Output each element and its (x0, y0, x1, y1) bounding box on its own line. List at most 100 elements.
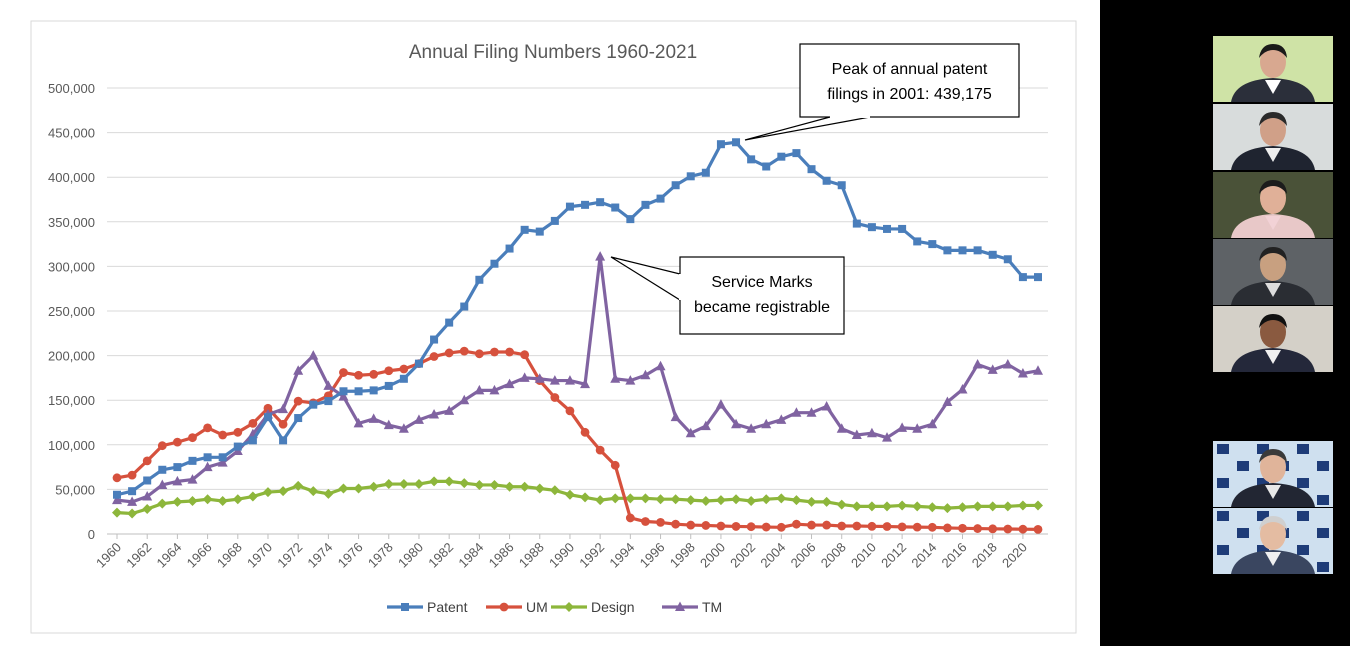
participant-face (1260, 451, 1286, 483)
data-point (1034, 273, 1042, 282)
participant-face (1260, 114, 1286, 146)
data-point (233, 442, 242, 451)
data-point (927, 418, 938, 429)
participant-video-tile[interactable] (1213, 239, 1333, 305)
data-point (459, 478, 470, 489)
participant-video-tile[interactable] (1213, 508, 1333, 574)
data-point (806, 496, 817, 507)
data-point (444, 348, 454, 358)
data-point (127, 496, 138, 506)
data-point (474, 479, 485, 490)
data-point (611, 203, 620, 212)
data-point (776, 522, 786, 532)
data-point (807, 165, 816, 174)
callout-text: Service Marks (711, 274, 812, 291)
data-point (248, 436, 257, 445)
data-point (851, 429, 862, 439)
data-point (504, 378, 515, 389)
data-point (806, 407, 817, 417)
data-point (625, 513, 635, 523)
callout-text: Peak of annual patent (832, 61, 988, 78)
participant-collar (1265, 350, 1281, 364)
backdrop-logo (1217, 444, 1229, 454)
participant-hair (1259, 44, 1287, 58)
data-point (595, 495, 606, 506)
data-point (882, 501, 893, 512)
legend-item-patent: Patent (387, 599, 468, 615)
data-point (791, 495, 802, 506)
data-point (958, 523, 967, 533)
data-point (731, 418, 742, 429)
participant-face (1260, 518, 1286, 550)
data-point (505, 244, 514, 253)
data-point (1002, 359, 1013, 369)
legend-marker (675, 601, 685, 611)
data-point (821, 400, 832, 411)
data-point (700, 495, 711, 506)
backdrop-logo (1297, 478, 1309, 488)
participant-video-tile[interactable] (1213, 441, 1333, 507)
data-point (279, 436, 288, 445)
data-point (202, 494, 213, 505)
participant-video-tile[interactable] (1213, 172, 1333, 238)
data-point (1033, 524, 1043, 534)
data-point (339, 387, 348, 396)
data-point (836, 499, 847, 510)
annotations: Peak of annual patent filings in 2001: 43… (610, 43, 1020, 335)
backdrop-logo (1297, 511, 1309, 521)
data-point (127, 508, 138, 519)
data-point (640, 493, 651, 504)
data-point (837, 521, 847, 531)
data-point (595, 445, 605, 455)
participant-video-tile[interactable] (1213, 104, 1333, 170)
data-point (217, 457, 228, 467)
data-point (1018, 273, 1027, 282)
data-point (278, 403, 289, 414)
data-point (490, 347, 499, 357)
data-point (535, 227, 544, 236)
backdrop-logo (1217, 478, 1229, 488)
participant-avatar (1213, 172, 1333, 238)
data-point (294, 414, 303, 423)
data-point (1002, 501, 1013, 512)
data-point (368, 481, 379, 492)
data-point (187, 495, 198, 506)
data-point (188, 456, 197, 465)
data-point (564, 489, 575, 500)
data-point (324, 397, 333, 406)
data-point (670, 411, 681, 422)
data-point (218, 453, 227, 462)
data-point (807, 520, 816, 530)
data-point (429, 408, 440, 419)
data-point (988, 524, 998, 534)
data-point (610, 460, 620, 470)
backdrop-logo (1317, 495, 1329, 505)
participant-video-tile[interactable] (1213, 36, 1333, 102)
participant-video-tile[interactable] (1213, 306, 1333, 372)
data-point (987, 501, 998, 512)
data-point (716, 521, 726, 531)
y-tick-label: 100,000 (48, 438, 95, 453)
data-point (399, 374, 408, 383)
data-point (866, 501, 877, 512)
data-point (898, 224, 907, 233)
data-point (550, 216, 559, 225)
data-point (761, 494, 772, 505)
data-point (113, 490, 121, 499)
data-point (565, 406, 575, 416)
series-um (112, 346, 1043, 534)
data-point (701, 521, 711, 530)
data-point (549, 485, 560, 496)
data-point (534, 483, 545, 494)
data-point (203, 423, 212, 433)
data-point (339, 368, 348, 377)
y-tick-label: 450,000 (48, 126, 95, 141)
data-point (912, 423, 923, 433)
backdrop-logo (1257, 478, 1269, 488)
participant-hair (1259, 516, 1287, 530)
legend-label: UM (526, 599, 548, 615)
data-point (701, 168, 710, 177)
data-point (747, 155, 756, 164)
data-point (1033, 500, 1043, 511)
data-point (550, 393, 560, 402)
